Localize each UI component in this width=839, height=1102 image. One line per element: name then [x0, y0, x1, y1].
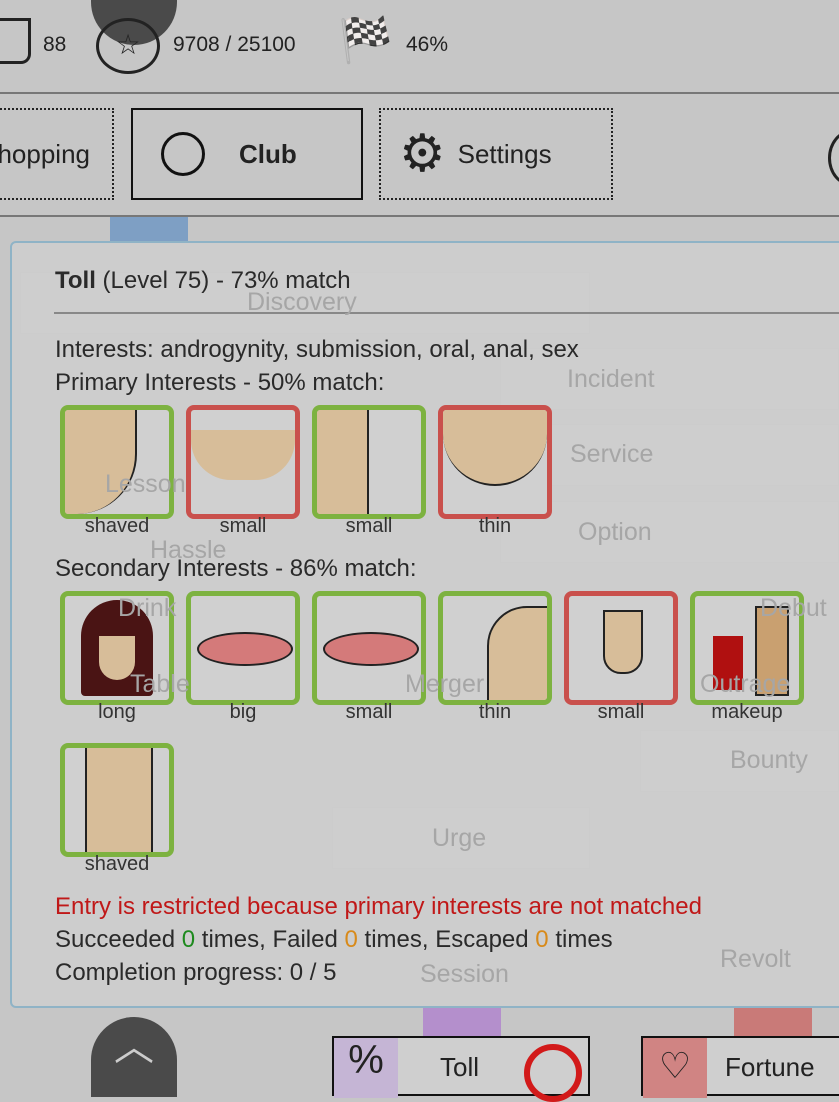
map-node-label: Merger — [405, 670, 485, 698]
path-connector — [734, 1008, 812, 1038]
secondary-heading: Secondary Interests - 86% match: — [55, 555, 417, 582]
stat-value: 88 — [43, 33, 67, 56]
divider — [0, 92, 839, 94]
challenge-name: Toll — [55, 267, 96, 294]
prohibited-icon — [524, 1044, 582, 1102]
interest-label: thin — [478, 701, 512, 723]
nav-next-icon[interactable] — [828, 130, 839, 186]
interest-label: shaved — [84, 853, 150, 875]
node-label: Fortune — [725, 1052, 815, 1082]
nav-label: Settings — [457, 138, 552, 169]
map-node-label: Urge — [432, 824, 487, 852]
map-node-label: Discovery — [247, 288, 357, 316]
result-stats: Succeeded 0 times, Failed 0 times, Escap… — [55, 926, 613, 954]
map-node-label: Table — [130, 670, 190, 698]
challenge-level: (Level 75) - 73% match — [102, 267, 351, 294]
succeeded-count: 0 — [181, 926, 196, 953]
face-chin-icon — [60, 405, 174, 519]
map-node-label: Drink — [118, 594, 177, 622]
nav-club[interactable]: Club — [131, 108, 363, 200]
lips-icon — [312, 591, 426, 705]
map-node-label: Debut — [760, 594, 827, 622]
map-node-label: Session — [420, 960, 509, 988]
map-node-label: Revolt — [720, 945, 791, 973]
star-chat-icon: ☆ — [96, 18, 160, 74]
map-node-label: Incident — [567, 365, 655, 393]
experience-value: 9708 / 25100 — [173, 33, 296, 56]
shoe-icon — [0, 18, 31, 64]
path-connector — [110, 217, 188, 243]
map-node-label: Outrage — [700, 670, 791, 698]
interest-label: small — [597, 701, 645, 723]
node-toll[interactable]: % Toll — [332, 1036, 590, 1102]
challenge-tooltip: Toll (Level 75) - 73% match Interests: a… — [10, 241, 839, 1008]
penis-icon — [564, 591, 678, 705]
interest-label: long — [98, 701, 136, 723]
challenge-title: Toll (Level 75) - 73% match — [55, 267, 351, 295]
node-fortune[interactable]: ♡ Fortune — [641, 1036, 839, 1098]
checkered-flag-icon: 🏁 — [338, 16, 393, 65]
escaped-count: 0 — [535, 926, 549, 953]
nose-icon — [312, 405, 426, 519]
scroll-up-button[interactable]: ︿ — [91, 1017, 177, 1097]
interests-text: Interests: androgynity, submission, oral… — [55, 336, 579, 363]
node-label: Toll — [440, 1052, 480, 1082]
makeup-icon — [690, 591, 804, 705]
completion-progress: Completion progress: 0 / 5 — [55, 959, 337, 986]
shoulder-icon — [438, 591, 552, 705]
restriction-message: Entry is restricted because primary inte… — [55, 893, 702, 920]
lips-icon — [186, 591, 300, 705]
hair-icon — [60, 591, 174, 705]
path-connector — [423, 1008, 501, 1038]
stat-label: times, Escaped — [357, 926, 536, 953]
stat-label: times — [548, 926, 613, 953]
nav-settings[interactable]: ⚙ Settings — [379, 108, 613, 200]
breasts-icon — [186, 405, 300, 519]
interest-label: makeup — [711, 701, 783, 723]
percent-icon: % — [334, 1038, 398, 1098]
stat-label: times, Failed — [195, 926, 345, 953]
webcam-icon — [161, 132, 205, 176]
map-node-label: Service — [570, 440, 654, 468]
primary-heading: Primary Interests - 50% match: — [55, 369, 385, 396]
belly-icon — [60, 743, 174, 857]
nav-label: Club — [239, 138, 297, 169]
nav-shopping[interactable]: hopping — [0, 108, 114, 200]
map-node-label: Hassle — [150, 536, 227, 564]
failed-count: 0 — [344, 926, 358, 953]
progress-value: 46% — [406, 33, 449, 56]
heart-icon: ♡ — [643, 1038, 707, 1098]
gear-icon: ⚙ — [399, 125, 446, 183]
map-node-label: Bounty — [730, 746, 808, 774]
face-jaw-icon — [438, 405, 552, 519]
divider — [54, 312, 839, 314]
interest-label: shaved — [84, 515, 150, 537]
interest-label: thin — [478, 515, 512, 537]
interest-label: small — [345, 701, 393, 723]
map-node-label: Lesson — [105, 470, 186, 498]
nav-label: hopping — [0, 138, 90, 169]
interest-label: big — [229, 701, 257, 723]
stat-label: Succeeded — [55, 926, 182, 953]
interest-label: small — [345, 515, 393, 537]
divider — [0, 215, 839, 217]
interest-label: small — [219, 515, 267, 537]
map-node-label: Option — [578, 518, 652, 546]
